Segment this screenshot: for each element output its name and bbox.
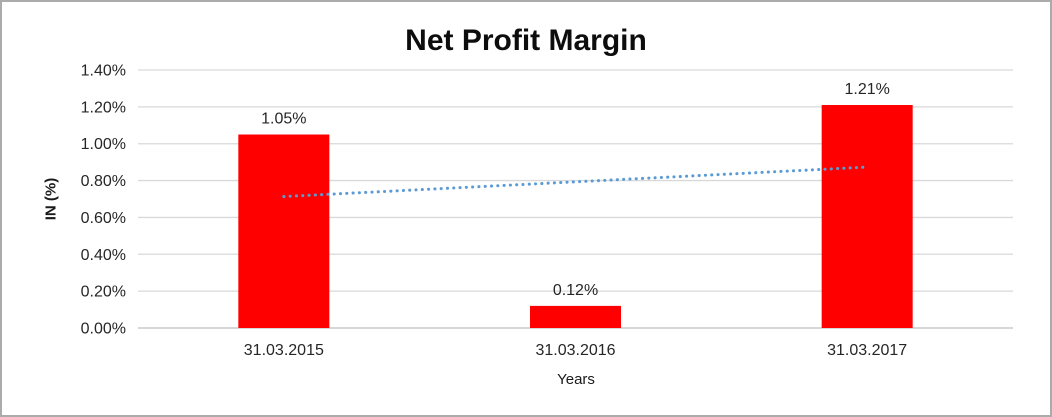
x-axis-title: Years	[557, 371, 595, 388]
x-tick-label: 31.03.2016	[535, 342, 615, 359]
x-tick-label: 31.03.2015	[244, 342, 324, 359]
y-tick-label: 0.60%	[81, 210, 126, 227]
bar	[821, 105, 913, 328]
y-tick-label: 0.40%	[81, 247, 126, 264]
y-tick-label: 1.00%	[81, 136, 126, 153]
y-tick-label: 1.20%	[81, 99, 126, 116]
bar-data-label: 0.12%	[553, 282, 598, 299]
bar	[530, 305, 621, 328]
trendline	[282, 165, 869, 199]
y-tick-label: 0.00%	[81, 321, 126, 338]
chart-title: Net Profit Margin	[405, 24, 647, 57]
x-tick-label: 31.03.2017	[827, 342, 907, 359]
y-tick-label: 0.80%	[81, 173, 126, 190]
y-tick-label: 0.20%	[81, 284, 126, 301]
bar-data-label: 1.05%	[261, 111, 306, 128]
y-tick-label: 1.40%	[81, 63, 126, 80]
bar	[238, 134, 330, 328]
bar-data-label: 1.21%	[844, 81, 889, 98]
